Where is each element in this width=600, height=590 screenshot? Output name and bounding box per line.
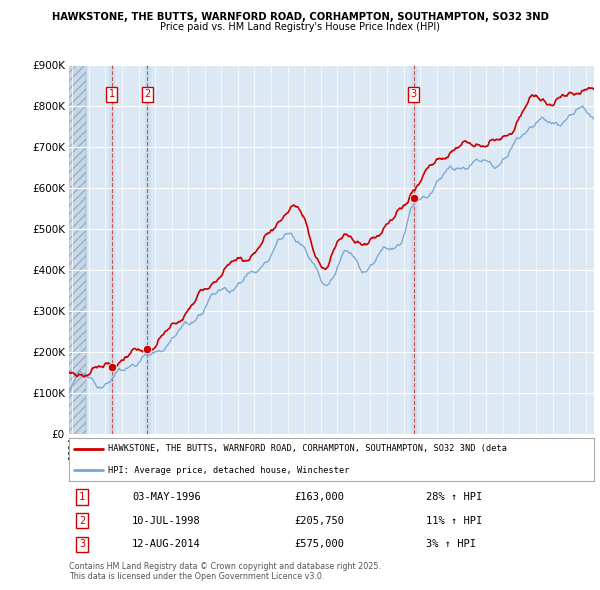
Text: 3% ↑ HPI: 3% ↑ HPI	[426, 539, 476, 549]
Bar	[412, 65, 416, 434]
Text: 1: 1	[109, 90, 115, 99]
Text: 3: 3	[79, 539, 85, 549]
Text: 03-MAY-1996: 03-MAY-1996	[132, 492, 201, 502]
Text: Price paid vs. HM Land Registry's House Price Index (HPI): Price paid vs. HM Land Registry's House …	[160, 22, 440, 32]
Text: 10-JUL-1998: 10-JUL-1998	[132, 516, 201, 526]
Text: 3: 3	[411, 90, 417, 99]
Bar	[69, 65, 86, 434]
Text: HAWKSTONE, THE BUTTS, WARNFORD ROAD, CORHAMPTON, SOUTHAMPTON, SO32 3ND: HAWKSTONE, THE BUTTS, WARNFORD ROAD, COR…	[52, 12, 548, 22]
Text: £205,750: £205,750	[295, 516, 345, 526]
Text: 11% ↑ HPI: 11% ↑ HPI	[426, 516, 482, 526]
Text: 12-AUG-2014: 12-AUG-2014	[132, 539, 201, 549]
Bar	[69, 65, 86, 434]
Text: 2: 2	[79, 516, 85, 526]
Text: 1: 1	[79, 492, 85, 502]
Text: £575,000: £575,000	[295, 539, 345, 549]
Text: 28% ↑ HPI: 28% ↑ HPI	[426, 492, 482, 502]
Text: £163,000: £163,000	[295, 492, 345, 502]
Bar	[109, 65, 114, 434]
Text: Contains HM Land Registry data © Crown copyright and database right 2025.
This d: Contains HM Land Registry data © Crown c…	[69, 562, 381, 581]
Text: 2: 2	[144, 90, 151, 99]
Text: HAWKSTONE, THE BUTTS, WARNFORD ROAD, CORHAMPTON, SOUTHAMPTON, SO32 3ND (deta: HAWKSTONE, THE BUTTS, WARNFORD ROAD, COR…	[109, 444, 508, 454]
Bar	[145, 65, 150, 434]
Text: HPI: Average price, detached house, Winchester: HPI: Average price, detached house, Winc…	[109, 466, 350, 475]
